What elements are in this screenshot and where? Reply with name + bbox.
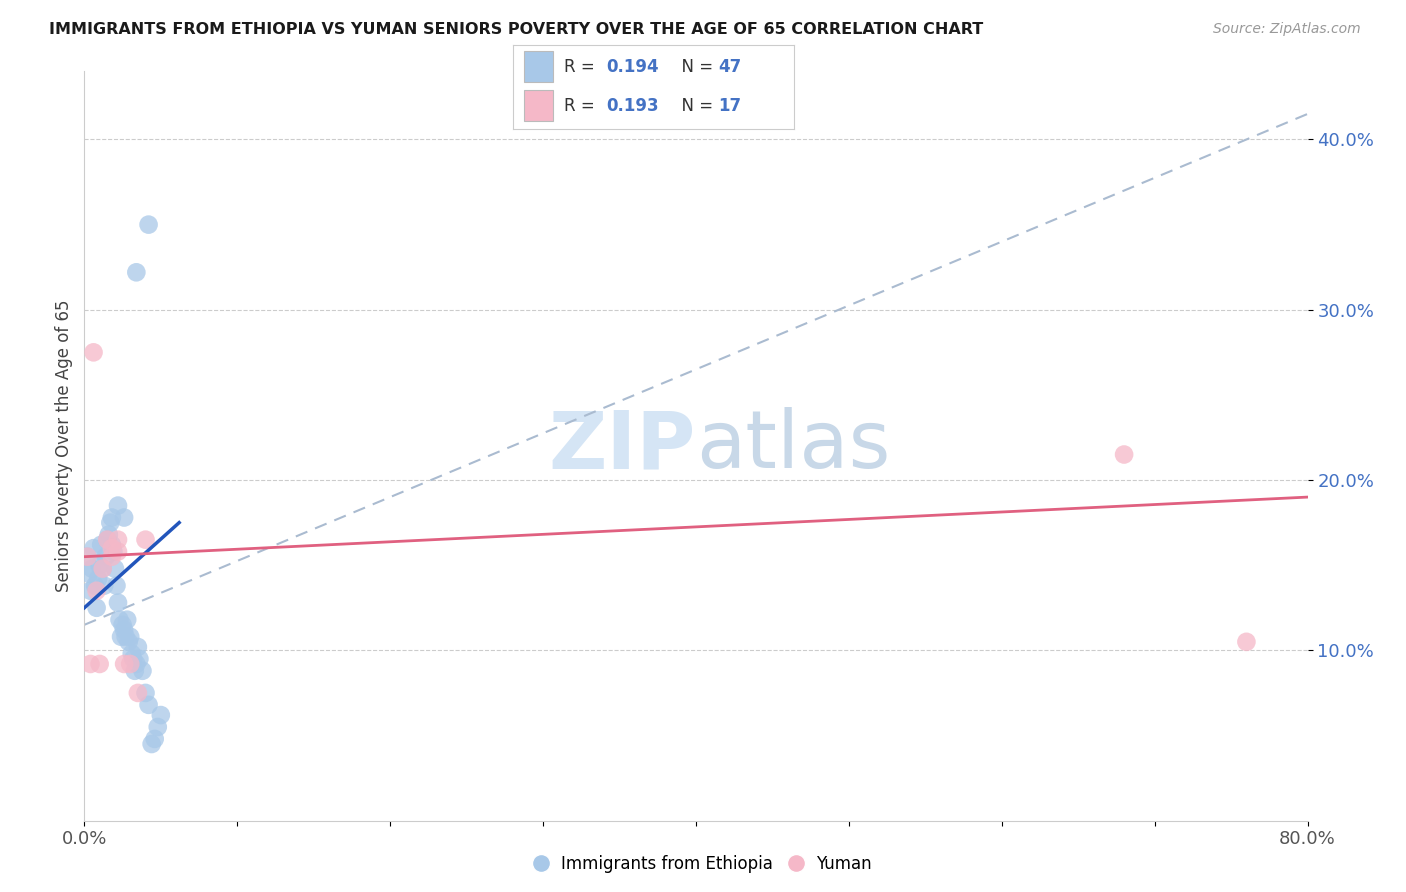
Text: R =: R = (564, 58, 600, 76)
Point (138, 698, 160, 712)
Point (94, 549, 117, 564)
Point (111, 617, 134, 632)
Point (91, 561, 114, 575)
Point (101, 510, 124, 524)
Point (120, 657, 142, 671)
Point (86, 583, 108, 598)
Point (93, 579, 115, 593)
Point (131, 664, 153, 678)
Text: N =: N = (671, 58, 718, 76)
Point (127, 640, 149, 654)
Point (112, 623, 135, 637)
Text: IMMIGRANTS FROM ETHIOPIA VS YUMAN SENIORS POVERTY OVER THE AGE OF 65 CORRELATION: IMMIGRANTS FROM ETHIOPIA VS YUMAN SENIOR… (49, 22, 983, 37)
Point (121, 647, 143, 661)
Point (115, 613, 138, 627)
Point (86, 600, 108, 615)
Point (77, 566, 100, 581)
Text: 47: 47 (718, 58, 742, 76)
Point (120, 630, 142, 644)
Point (112, 510, 135, 524)
Y-axis label: Seniors Poverty Over the Age of 65: Seniors Poverty Over the Age of 65 (55, 300, 73, 592)
Point (101, 538, 124, 552)
Point (96, 533, 118, 547)
Point (83, 541, 105, 556)
Point (90, 538, 112, 552)
Text: R =: R = (564, 96, 600, 114)
Point (101, 549, 124, 564)
Text: 17: 17 (718, 96, 741, 114)
Point (112, 657, 135, 671)
Text: ZIP: ZIP (548, 407, 696, 485)
Point (96, 533, 118, 547)
Point (138, 218, 160, 232)
Point (108, 613, 131, 627)
Point (107, 596, 129, 610)
Text: 0.194: 0.194 (606, 58, 658, 76)
Point (83, 345, 105, 359)
Point (76, 549, 98, 564)
FancyBboxPatch shape (524, 90, 553, 120)
Point (104, 561, 127, 575)
Point (114, 630, 136, 644)
Point (76, 549, 98, 564)
FancyBboxPatch shape (524, 52, 553, 82)
Point (84, 579, 107, 593)
Text: atlas: atlas (696, 407, 890, 485)
Point (127, 686, 149, 700)
Text: 0.193: 0.193 (606, 96, 658, 114)
Point (101, 541, 124, 556)
Point (89, 558, 111, 573)
Point (97, 527, 120, 541)
Point (1236, 635, 1258, 649)
Point (79, 583, 101, 598)
Point (98, 516, 121, 530)
Point (107, 499, 129, 513)
Text: Source: ZipAtlas.com: Source: ZipAtlas.com (1213, 22, 1361, 37)
Point (91, 561, 114, 575)
Point (87, 572, 110, 586)
Point (135, 686, 157, 700)
Point (1114, 448, 1136, 462)
Point (107, 533, 129, 547)
Point (122, 652, 145, 666)
Point (79, 657, 101, 671)
Point (118, 635, 141, 649)
Point (124, 664, 146, 678)
Point (149, 708, 172, 723)
Point (141, 737, 163, 751)
Point (103, 544, 125, 558)
Legend: Immigrants from Ethiopia, Yuman: Immigrants from Ethiopia, Yuman (527, 848, 879, 880)
Point (146, 720, 169, 734)
Point (89, 657, 111, 671)
Point (128, 652, 150, 666)
Point (135, 533, 157, 547)
Point (80, 561, 103, 575)
Point (125, 265, 148, 279)
Point (143, 731, 166, 746)
Point (107, 544, 129, 558)
Point (125, 657, 148, 671)
Point (105, 579, 128, 593)
Text: N =: N = (671, 96, 718, 114)
Point (110, 630, 132, 644)
